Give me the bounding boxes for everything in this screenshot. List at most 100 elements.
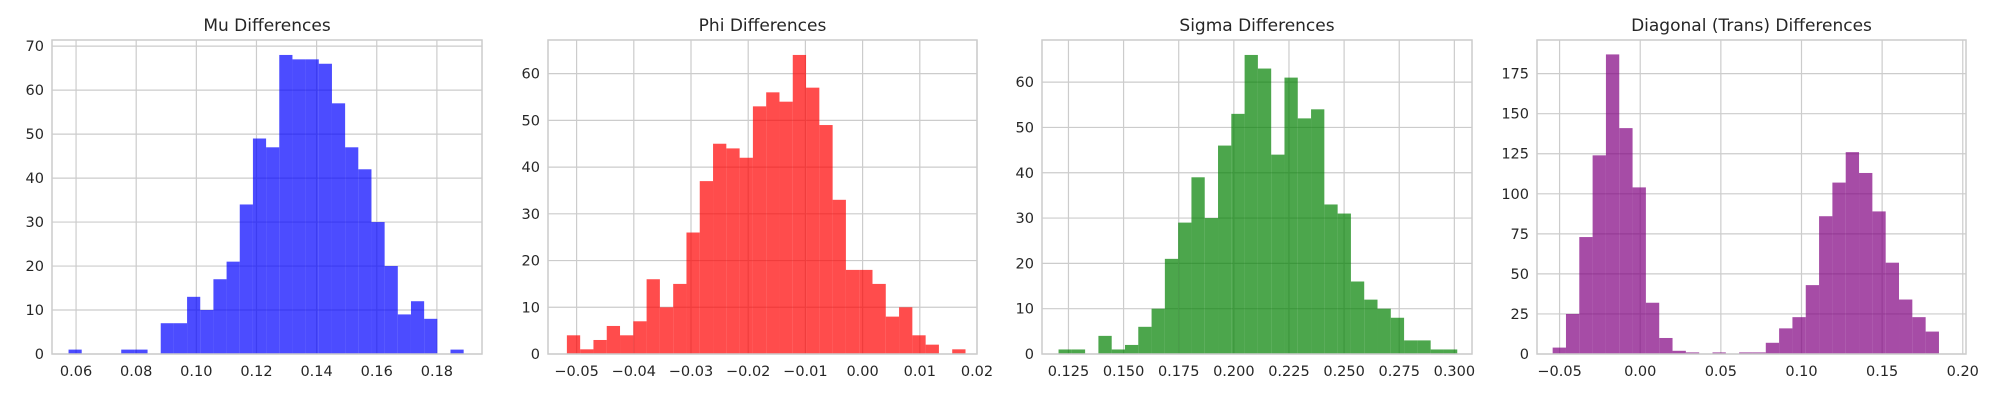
histogram-bar	[766, 92, 780, 354]
histogram-bar	[1138, 326, 1152, 354]
histogram-bar	[213, 279, 227, 354]
panel-title: Phi Differences	[699, 16, 827, 36]
histogram-bar	[239, 204, 253, 354]
panel-title: Mu Differences	[203, 16, 330, 36]
histogram-bar	[1151, 308, 1165, 354]
histogram-bar	[134, 349, 148, 354]
histogram-bar	[1417, 340, 1431, 354]
histogram-bar	[1204, 218, 1219, 354]
histogram-bar	[121, 349, 135, 354]
histogram-bar	[187, 296, 201, 354]
x-tick-label: 0.05	[1705, 364, 1737, 380]
histogram-bar	[1244, 54, 1258, 354]
histogram-bar	[200, 310, 214, 354]
histogram-bar	[1752, 352, 1766, 354]
histogram-bar	[371, 222, 385, 354]
x-tick-label: 0.00	[1624, 364, 1656, 380]
y-tick-label: 25	[1511, 307, 1529, 323]
y-tick-label: 50	[1016, 120, 1034, 136]
y-tick-label: 150	[1501, 107, 1529, 123]
histogram-bar	[686, 232, 700, 354]
histogram-bar	[1430, 349, 1444, 354]
y-tick-label: 50	[522, 113, 540, 129]
x-tick-label: 0.01	[904, 364, 936, 380]
y-tick-label: 40	[522, 160, 540, 176]
histogram-bar	[832, 199, 846, 354]
histogram-bar	[1899, 299, 1913, 354]
histogram-bar	[925, 344, 939, 354]
histogram-bar	[1337, 213, 1351, 354]
histogram-bar	[331, 103, 346, 354]
x-tick-label: 0.200	[1213, 364, 1255, 380]
histogram-bar	[819, 125, 833, 355]
x-tick-label: −0.02	[726, 364, 770, 380]
histogram-bar	[726, 148, 740, 354]
x-tick-label: 0.02	[961, 364, 993, 380]
histogram-bar	[173, 323, 188, 354]
x-tick-label: 0.08	[120, 364, 152, 380]
histogram-bar	[1765, 342, 1780, 354]
y-tick-label: 125	[1501, 147, 1529, 163]
histogram-bar	[1672, 350, 1686, 354]
histogram-bar	[859, 269, 873, 354]
x-tick-label: 0.10	[180, 364, 212, 380]
histogram-bar	[1792, 317, 1806, 354]
histogram-bar	[872, 283, 886, 354]
histogram-bar	[266, 147, 280, 354]
histogram-bar	[1632, 187, 1646, 354]
x-tick-label: 0.250	[1323, 364, 1365, 380]
histogram-bar	[1098, 335, 1112, 354]
histogram-bar	[1859, 172, 1873, 354]
histogram-bar	[899, 307, 913, 354]
panel-title: Diagonal (Trans) Differences	[1631, 16, 1872, 36]
histogram-bar	[659, 307, 674, 354]
y-tick-label: 10	[522, 300, 540, 316]
x-tick-label: −0.01	[783, 364, 827, 380]
histogram-bar	[566, 335, 581, 354]
x-tick-label: 0.15	[1866, 364, 1898, 380]
histogram-bar	[160, 323, 174, 354]
histogram-bar	[1231, 113, 1245, 354]
y-tick-label: 0	[1025, 347, 1034, 363]
histogram-bar	[845, 269, 860, 354]
histogram-bar	[1605, 54, 1620, 354]
histogram-bar	[1592, 155, 1606, 354]
y-tick-label: 175	[1501, 67, 1529, 83]
y-tick-label: 50	[1511, 267, 1529, 283]
y-tick-label: 60	[26, 83, 44, 99]
x-tick-label: 0.300	[1434, 364, 1476, 380]
panel-title: Sigma Differences	[1179, 16, 1334, 36]
histogram-bar	[1832, 182, 1846, 354]
histogram-panel-mu: 0.06 0.08 0.10 0.12 0.14 0.16 0.18 0 10 20 30 40 50 6…	[26, 16, 483, 380]
x-tick-label: 0.175	[1158, 364, 1200, 380]
x-tick-label: −0.04	[612, 364, 656, 380]
histogram-bar	[1284, 77, 1298, 354]
x-tick-label: 0.14	[300, 364, 332, 380]
histogram-bar	[68, 349, 82, 354]
x-tick-label: 0.275	[1378, 364, 1420, 380]
y-tick-label: 30	[26, 215, 44, 231]
y-tick-label: 70	[26, 39, 44, 55]
histogram-bar	[1350, 281, 1365, 354]
histogram-bar	[646, 279, 660, 354]
histogram-bar	[806, 87, 820, 355]
histogram-bar	[952, 349, 966, 354]
histogram-bar	[1845, 152, 1860, 354]
histogram-bar	[1819, 216, 1833, 354]
histogram-bar	[1805, 285, 1820, 354]
histogram-bar	[580, 349, 594, 354]
histogram-panel-phi: −0.05 −0.04 −0.03 −0.02 −0.01 0.00 0.01 0.02 0 10…	[522, 16, 994, 380]
histogram-bar	[606, 325, 621, 354]
histogram-bar	[226, 261, 240, 354]
histogram-bar	[1885, 262, 1900, 354]
histogram-bar	[1324, 204, 1338, 354]
histogram-bar	[305, 59, 319, 355]
x-tick-label: −0.03	[669, 364, 713, 380]
histogram-bar	[1297, 118, 1312, 355]
histogram-panel-sigma: 0.125 0.150 0.175 0.200 0.225 0.250 0.275 0.300…	[1016, 16, 1476, 380]
histogram-bar	[1178, 222, 1192, 354]
histogram-bar	[345, 147, 359, 354]
x-tick-label: 0.00	[846, 364, 878, 380]
y-tick-label: 0	[531, 347, 540, 363]
y-tick-label: 60	[522, 67, 540, 83]
